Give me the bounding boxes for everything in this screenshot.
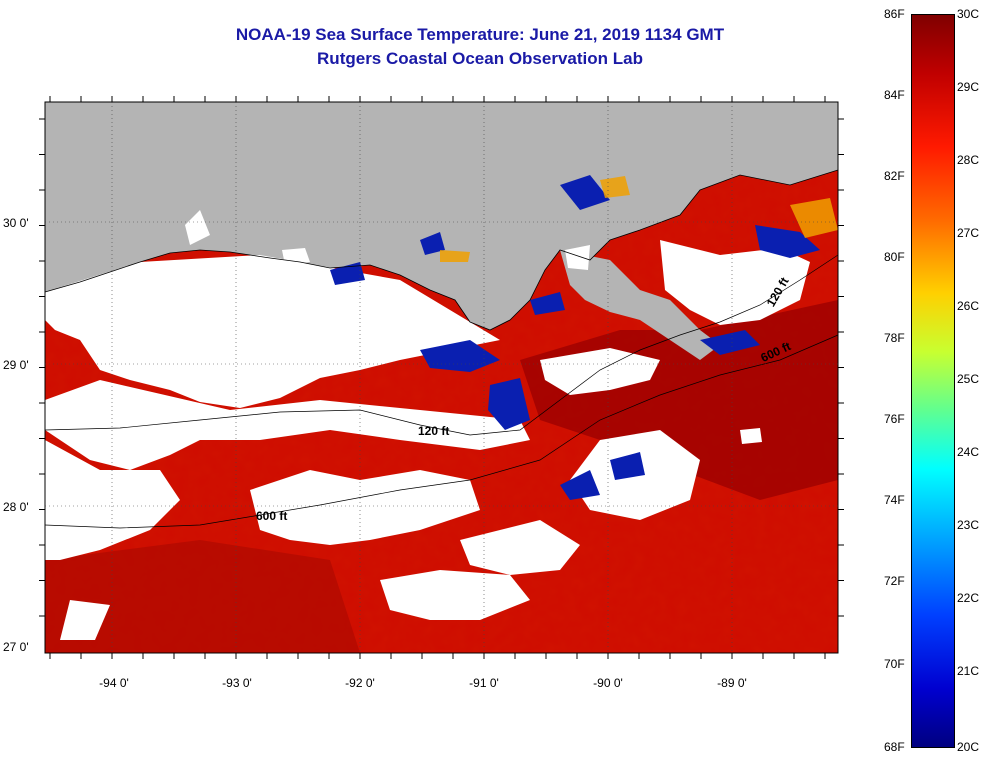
colorbar-c-24: 24C [957, 445, 980, 459]
map-title: NOAA-19 Sea Surface Temperature: June 21… [235, 25, 725, 44]
colorbar-f-68: 68F [884, 740, 905, 754]
warm-orange-patches [440, 176, 838, 262]
colorbar-c-22: 22C [957, 591, 980, 605]
colorbar-c-20: 20C [957, 740, 980, 754]
colorbar-f-72: 72F [884, 574, 905, 588]
colorbar-f-78: 78F [884, 331, 905, 345]
colorbar-c-27: 27C [957, 226, 980, 240]
colorbar-f-74: 74F [884, 493, 905, 507]
colorbar-f-76: 76F [884, 412, 905, 426]
colorbar-c-23: 23C [957, 518, 980, 532]
colorbar-f-70: 70F [884, 657, 905, 671]
colorbar-f-86: 86F [884, 7, 905, 21]
cold-water-patches [330, 175, 820, 500]
lon-label-90: -90 0' [593, 676, 623, 690]
colorbar-c-28: 28C [957, 153, 980, 167]
contour-label-600ft-west: 600 ft [256, 509, 288, 523]
cloud-cover [45, 210, 810, 640]
lon-label-93: -93 0' [222, 676, 252, 690]
colorbar-c-29: 29C [957, 80, 980, 94]
lat-label-27: 27 0' [3, 640, 29, 654]
graticule [45, 102, 838, 653]
colorbar-c-26: 26C [957, 299, 980, 313]
colorbar-c-25: 25C [957, 372, 980, 386]
land-mass [45, 102, 838, 330]
colorbar-f-80: 80F [884, 250, 905, 264]
colorbar-c-30: 30C [957, 7, 980, 21]
hot-water-south [45, 540, 360, 653]
map-frame [44, 101, 839, 654]
contour-label-120ft-west: 120 ft [418, 424, 450, 438]
colorbar-f-82: 82F [884, 169, 905, 183]
colorbar-c-21: 21C [957, 664, 980, 678]
axis-ticks [39, 96, 844, 659]
temperature-colorbar [911, 14, 955, 748]
contour-600ft [44, 334, 839, 529]
land-peninsula [560, 250, 720, 360]
colorbar-f-84: 84F [884, 88, 905, 102]
lon-label-89: -89 0' [717, 676, 747, 690]
lon-label-91: -91 0' [469, 676, 499, 690]
lat-label-28: 28 0' [3, 500, 29, 514]
map-subtitle: Rutgers Coastal Ocean Observation Lab [317, 49, 643, 68]
lon-label-92: -92 0' [345, 676, 375, 690]
coastline [44, 169, 839, 331]
lat-label-29: 29 0' [3, 358, 29, 372]
contour-120ft [44, 254, 839, 436]
lat-label-30: 30 0' [3, 216, 29, 230]
lon-label-94: -94 0' [99, 676, 129, 690]
